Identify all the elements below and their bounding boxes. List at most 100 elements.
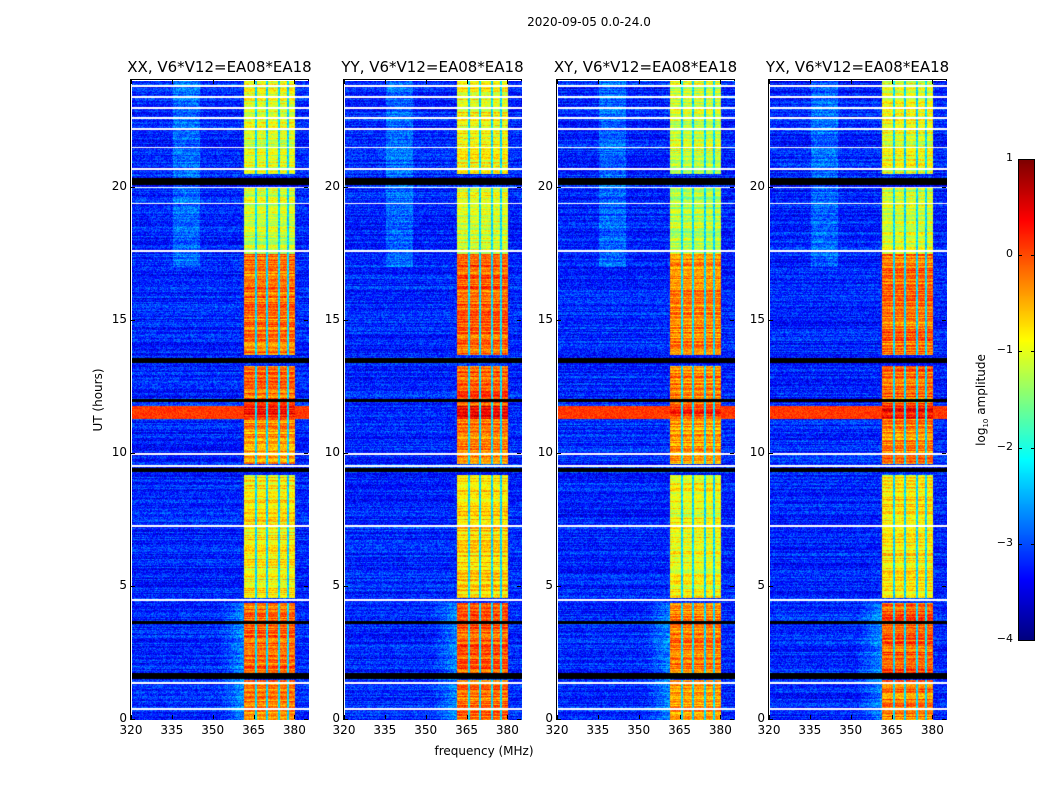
y-tick-label: 10: [537, 444, 553, 459]
y-tick-label: 0: [545, 711, 553, 725]
colorbar-tick: [1031, 351, 1035, 353]
colorbar-tick-label: −1: [996, 343, 1013, 357]
y-tick: [942, 186, 946, 188]
x-tick: [679, 715, 681, 719]
x-tick-label: 335: [160, 723, 184, 737]
x-tick: [344, 715, 345, 719]
colorbar-tick: [1031, 159, 1035, 160]
y-tick-label: 5: [545, 577, 553, 592]
x-tick: [344, 80, 345, 84]
y-tick: [769, 319, 773, 321]
x-tick: [597, 715, 599, 719]
y-tick: [557, 186, 561, 188]
colorbar-tick-label: −4: [996, 632, 1013, 645]
x-tick-label: 380: [708, 723, 732, 737]
colorbar-tick: [1031, 640, 1035, 641]
x-tick: [932, 715, 934, 719]
x-tick: [932, 80, 934, 84]
y-tick: [769, 585, 773, 587]
x-tick-label: 335: [373, 723, 397, 737]
y-tick-label: 0: [332, 711, 340, 725]
x-tick: [253, 715, 255, 719]
y-tick-label: 20: [749, 178, 765, 193]
x-tick: [466, 715, 468, 719]
y-tick: [131, 452, 135, 454]
colorbar-tick: [1018, 543, 1022, 545]
colorbar-tick-label: 0: [1006, 247, 1013, 261]
x-tick-label: 350: [627, 723, 651, 737]
y-tick: [131, 719, 135, 720]
y-tick: [942, 585, 946, 587]
panel-axes-yx: [768, 79, 947, 720]
x-tick: [253, 80, 255, 84]
panel-axes-yy: [343, 79, 522, 720]
y-tick: [344, 186, 348, 188]
panel-axes-xx: [130, 79, 309, 720]
x-tick: [557, 80, 558, 84]
y-tick: [517, 319, 521, 321]
x-tick-label: 380: [495, 723, 519, 737]
x-tick-label: 335: [798, 723, 822, 737]
x-tick: [384, 80, 386, 84]
x-tick-label: 350: [839, 723, 863, 737]
colorbar-tick: [1031, 255, 1035, 257]
y-tick-label: 0: [757, 711, 765, 725]
colorbar-tick: [1018, 640, 1022, 641]
y-tick: [730, 719, 734, 720]
x-tick: [507, 80, 509, 84]
y-tick-label: 15: [749, 311, 765, 326]
y-tick-label: 10: [111, 444, 127, 459]
y-tick-label: 20: [537, 178, 553, 193]
x-tick: [638, 715, 640, 719]
y-tick: [344, 452, 348, 454]
x-tick: [557, 715, 558, 719]
colorbar-tick: [1031, 447, 1035, 449]
y-tick: [942, 319, 946, 321]
y-tick: [517, 186, 521, 188]
y-tick: [304, 719, 308, 720]
colorbar-tick: [1018, 159, 1022, 160]
y-tick: [304, 452, 308, 454]
x-tick: [384, 715, 386, 719]
y-tick-label: 5: [119, 577, 127, 592]
x-tick: [679, 80, 681, 84]
x-tick: [425, 715, 427, 719]
y-tick: [131, 186, 135, 188]
x-tick-label: 365: [880, 723, 903, 737]
x-tick: [294, 715, 296, 719]
x-tick-label: 350: [414, 723, 438, 737]
x-tick: [131, 80, 132, 84]
y-tick-label: 15: [111, 311, 127, 326]
y-tick: [304, 319, 308, 321]
y-axis-label: UT (hours): [91, 368, 105, 432]
x-tick: [294, 80, 296, 84]
colorbar-tick: [1018, 351, 1022, 353]
y-tick: [769, 452, 773, 454]
x-tick-label: 380: [920, 723, 944, 737]
x-tick-label: 320: [757, 723, 781, 737]
x-axis-label: frequency (MHz): [434, 744, 534, 758]
x-tick: [131, 715, 132, 719]
panel-title: XX, V6*V12=EA08*EA18: [127, 58, 312, 76]
y-tick: [517, 452, 521, 454]
x-tick-label: 365: [242, 723, 265, 737]
x-tick: [507, 715, 509, 719]
x-tick: [171, 80, 173, 84]
y-tick: [344, 585, 348, 587]
x-tick: [720, 715, 722, 719]
y-tick-label: 0: [119, 711, 127, 725]
y-tick: [304, 186, 308, 188]
y-tick: [131, 585, 135, 587]
colorbar-tick: [1018, 255, 1022, 257]
x-tick-label: 380: [282, 723, 306, 737]
y-tick-label: 5: [332, 577, 340, 592]
y-tick: [344, 719, 348, 720]
colorbar-tick: [1031, 543, 1035, 545]
x-tick-label: 320: [332, 723, 356, 737]
y-tick: [344, 319, 348, 321]
x-tick: [212, 80, 214, 84]
colorbar-tick-label: 1: [1006, 151, 1013, 164]
y-tick: [942, 452, 946, 454]
y-tick-label: 10: [324, 444, 340, 459]
heatmap-image: [770, 81, 947, 720]
